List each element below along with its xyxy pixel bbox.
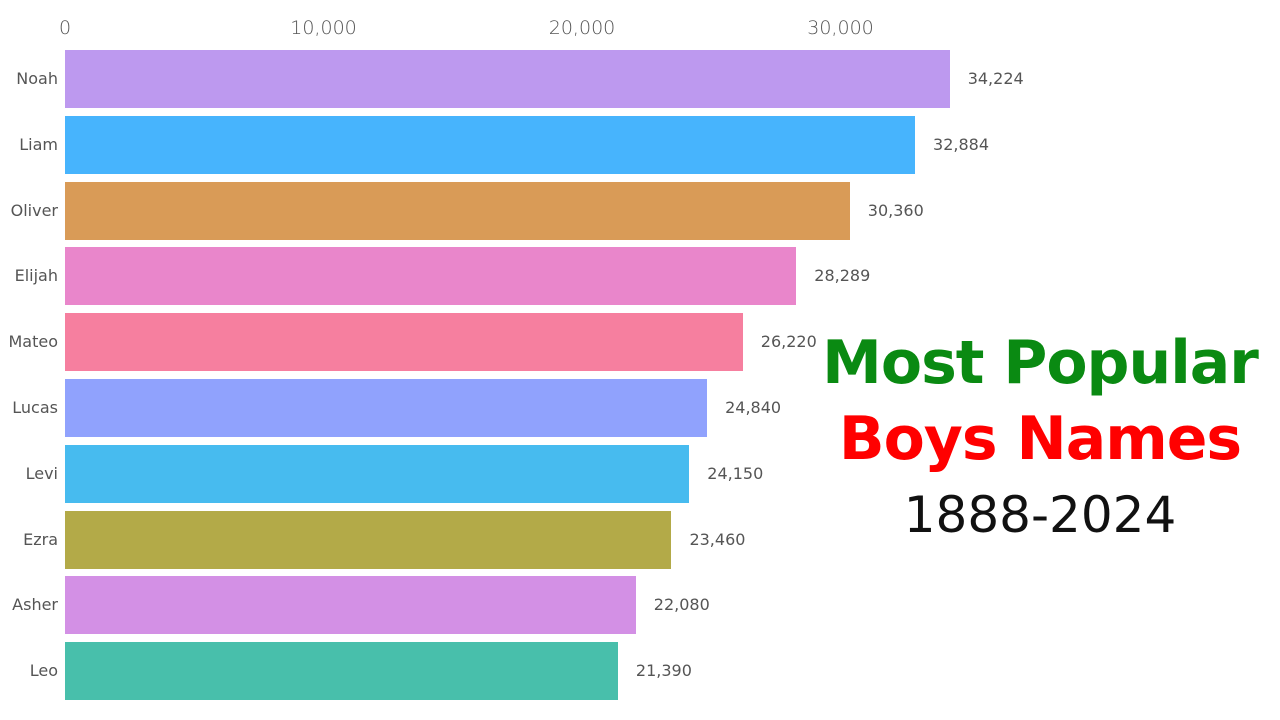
category-label: Oliver xyxy=(10,200,58,220)
category-label: Elijah xyxy=(14,266,58,286)
x-tick-label: 10,000 xyxy=(290,17,357,39)
category-label: Asher xyxy=(12,595,58,615)
category-label: Lucas xyxy=(12,398,58,417)
bar xyxy=(65,379,708,437)
bar xyxy=(65,181,850,240)
bar xyxy=(65,510,672,569)
bar xyxy=(65,444,690,503)
bar xyxy=(65,642,618,701)
bar xyxy=(65,247,797,306)
bar-row: Ezra 23,460 xyxy=(0,510,1280,569)
value-label: 22,080 xyxy=(653,595,710,615)
value-label: 34,224 xyxy=(967,69,1024,88)
category-label: Leo xyxy=(29,661,58,681)
category-label: Mateo xyxy=(8,332,58,352)
value-label: 32,884 xyxy=(933,134,990,154)
x-tick-label: 20,000 xyxy=(548,17,616,39)
category-label: Noah xyxy=(16,69,58,88)
bar-row: Elijah 28,289 xyxy=(0,247,1280,306)
x-tick-label: 30,000 xyxy=(807,17,874,39)
category-label: Ezra xyxy=(23,529,58,549)
category-label: Liam xyxy=(19,134,58,154)
bar-row: Levi 24,150 xyxy=(0,444,1280,503)
bar-row: Mateo 26,220 xyxy=(0,313,1280,372)
bar xyxy=(65,50,950,108)
bar-row: Oliver 30,360 xyxy=(0,181,1280,240)
bar-row: Lucas 24,840 xyxy=(0,379,1280,437)
bar-row: Asher 22,080 xyxy=(0,576,1280,635)
bar xyxy=(65,576,636,635)
bar xyxy=(65,313,743,372)
x-tick-label: 0 xyxy=(58,17,72,39)
value-label: 24,840 xyxy=(725,398,782,417)
chart-title-block: Most Popular Boys Names 1888-2024 xyxy=(820,325,1260,553)
title-most-popular: Most Popular xyxy=(822,328,1259,398)
category-label: Levi xyxy=(25,463,58,483)
bar-row: Leo 21,390 xyxy=(0,642,1280,701)
bar-row: Liam 32,884 xyxy=(0,115,1280,174)
value-label: 21,390 xyxy=(635,661,692,681)
value-label: 23,460 xyxy=(689,529,746,549)
value-label: 30,360 xyxy=(867,200,924,220)
bar-row: Noah 34,224 xyxy=(0,50,1280,108)
title-year-range: 1888-2024 xyxy=(903,486,1177,544)
value-label: 24,150 xyxy=(707,463,764,483)
title-boys-names: Boys Names xyxy=(838,404,1242,474)
value-label: 26,220 xyxy=(760,332,817,352)
value-label: 28,289 xyxy=(814,266,871,286)
bar xyxy=(65,115,916,174)
